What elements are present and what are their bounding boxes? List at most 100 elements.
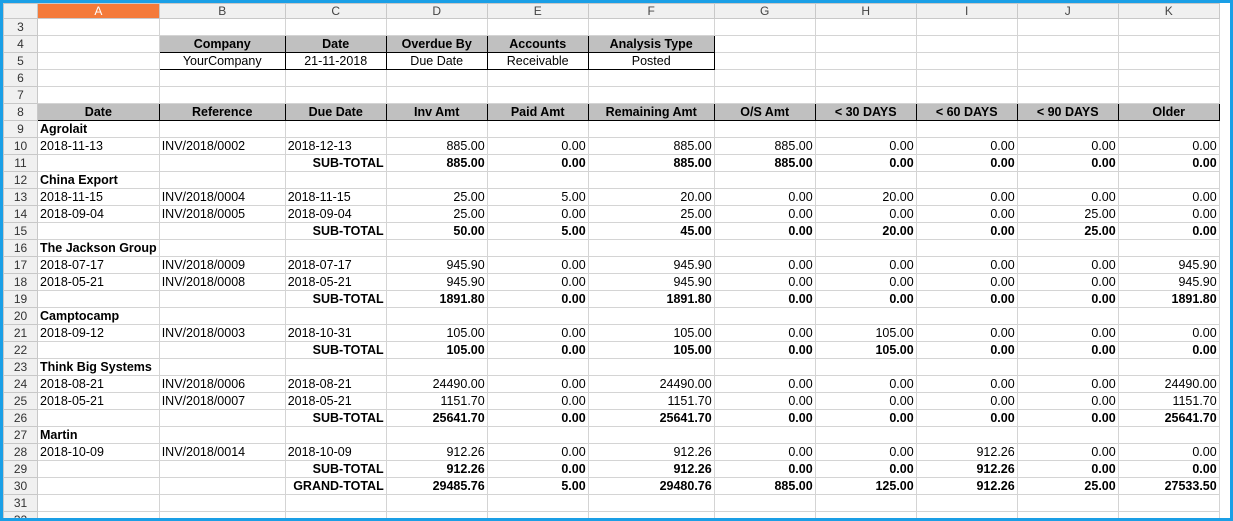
cell[interactable] <box>713 52 816 70</box>
select-all-corner[interactable] <box>3 3 38 19</box>
row-header[interactable]: 23 <box>3 358 38 376</box>
cell[interactable] <box>915 52 1018 70</box>
cell[interactable] <box>1117 35 1220 53</box>
data-cell[interactable]: 1151.70 <box>385 392 488 410</box>
cell[interactable] <box>158 358 286 376</box>
partner-name[interactable]: Think Big Systems <box>37 358 160 376</box>
cell[interactable] <box>37 35 160 53</box>
data-cell[interactable]: 912.26 <box>915 443 1018 461</box>
row-header[interactable]: 18 <box>3 273 38 291</box>
data-cell[interactable]: 885.00 <box>385 137 488 155</box>
cell[interactable] <box>713 171 816 189</box>
data-cell[interactable]: 945.90 <box>587 273 715 291</box>
cell[interactable] <box>1117 358 1220 376</box>
data-cell[interactable]: INV/2018/0006 <box>158 375 286 393</box>
cell[interactable] <box>37 222 160 240</box>
cell[interactable] <box>915 120 1018 138</box>
data-cell[interactable]: 0.00 <box>1016 256 1119 274</box>
subtotal-cell[interactable]: 0.00 <box>1117 222 1220 240</box>
subtotal-cell[interactable]: 0.00 <box>486 409 589 427</box>
data-cell[interactable]: 5.00 <box>486 188 589 206</box>
cell[interactable] <box>814 494 917 512</box>
cell[interactable] <box>158 18 286 36</box>
data-cell[interactable]: 2018-11-15 <box>284 188 387 206</box>
cell[interactable] <box>37 290 160 308</box>
subtotal-cell[interactable]: 912.26 <box>587 460 715 478</box>
cell[interactable] <box>814 358 917 376</box>
cell[interactable] <box>1117 307 1220 325</box>
cell[interactable] <box>486 358 589 376</box>
row-header[interactable]: 19 <box>3 290 38 308</box>
data-cell[interactable]: 0.00 <box>486 375 589 393</box>
info-header-cell[interactable]: Accounts <box>486 35 589 53</box>
column-header-b[interactable]: B <box>158 3 286 19</box>
info-value-cell[interactable]: YourCompany <box>158 52 286 70</box>
cell[interactable] <box>158 494 286 512</box>
cell[interactable] <box>713 358 816 376</box>
subtotal-cell[interactable]: 0.00 <box>1117 341 1220 359</box>
data-cell[interactable]: 912.26 <box>385 443 488 461</box>
cell[interactable] <box>713 307 816 325</box>
data-cell[interactable]: 0.00 <box>915 324 1018 342</box>
data-cell[interactable]: 0.00 <box>1016 188 1119 206</box>
grandtotal-cell[interactable]: 25.00 <box>1016 477 1119 495</box>
cell[interactable] <box>1016 307 1119 325</box>
info-value-cell[interactable]: 21-11-2018 <box>284 52 387 70</box>
cell[interactable] <box>284 69 387 87</box>
data-cell[interactable]: 0.00 <box>814 273 917 291</box>
data-cell[interactable]: 2018-05-21 <box>37 273 160 291</box>
cell[interactable] <box>814 120 917 138</box>
data-cell[interactable]: 2018-10-09 <box>284 443 387 461</box>
data-cell[interactable]: 0.00 <box>713 375 816 393</box>
data-cell[interactable]: 945.90 <box>1117 256 1220 274</box>
table-header-cell[interactable]: O/S Amt <box>713 103 816 121</box>
row-header[interactable]: 6 <box>3 69 38 87</box>
data-cell[interactable]: 2018-10-09 <box>37 443 160 461</box>
cell[interactable] <box>814 18 917 36</box>
column-header-d[interactable]: D <box>385 3 488 19</box>
cell[interactable] <box>385 358 488 376</box>
row-header[interactable]: 27 <box>3 426 38 444</box>
grandtotal-cell[interactable]: 29485.76 <box>385 477 488 495</box>
subtotal-cell[interactable]: 5.00 <box>486 222 589 240</box>
data-cell[interactable]: 0.00 <box>713 443 816 461</box>
data-cell[interactable]: 0.00 <box>713 392 816 410</box>
subtotal-cell[interactable]: 25641.70 <box>385 409 488 427</box>
cell[interactable] <box>587 18 715 36</box>
data-cell[interactable]: 105.00 <box>385 324 488 342</box>
row-header[interactable]: 30 <box>3 477 38 495</box>
cell[interactable] <box>814 426 917 444</box>
row-header[interactable]: 10 <box>3 137 38 155</box>
data-cell[interactable]: INV/2018/0009 <box>158 256 286 274</box>
grandtotal-cell[interactable]: 125.00 <box>814 477 917 495</box>
data-cell[interactable]: 0.00 <box>1016 443 1119 461</box>
cell[interactable] <box>814 35 917 53</box>
subtotal-cell[interactable]: 0.00 <box>814 460 917 478</box>
cell[interactable] <box>1117 18 1220 36</box>
cell[interactable] <box>587 494 715 512</box>
cell[interactable] <box>37 494 160 512</box>
row-header[interactable]: 20 <box>3 307 38 325</box>
partner-name[interactable]: The Jackson Group <box>37 239 160 257</box>
cell[interactable] <box>713 511 816 518</box>
table-header-cell[interactable]: Due Date <box>284 103 387 121</box>
table-header-cell[interactable]: Remaining Amt <box>587 103 715 121</box>
cell[interactable] <box>158 69 286 87</box>
row-header[interactable]: 22 <box>3 341 38 359</box>
data-cell[interactable]: 0.00 <box>915 205 1018 223</box>
data-cell[interactable]: 2018-08-21 <box>37 375 160 393</box>
subtotal-cell[interactable]: 0.00 <box>1016 409 1119 427</box>
subtotal-label[interactable]: SUB-TOTAL <box>284 341 387 359</box>
data-cell[interactable]: 0.00 <box>713 256 816 274</box>
row-header[interactable]: 25 <box>3 392 38 410</box>
cell[interactable] <box>1117 69 1220 87</box>
data-cell[interactable]: 24490.00 <box>587 375 715 393</box>
cell[interactable] <box>37 460 160 478</box>
data-cell[interactable]: 0.00 <box>814 392 917 410</box>
subtotal-cell[interactable]: 0.00 <box>1117 154 1220 172</box>
subtotal-cell[interactable]: 0.00 <box>1016 341 1119 359</box>
column-header-i[interactable]: I <box>915 3 1018 19</box>
column-header-f[interactable]: F <box>587 3 715 19</box>
row-header[interactable]: 29 <box>3 460 38 478</box>
partner-name[interactable]: Camptocamp <box>37 307 160 325</box>
